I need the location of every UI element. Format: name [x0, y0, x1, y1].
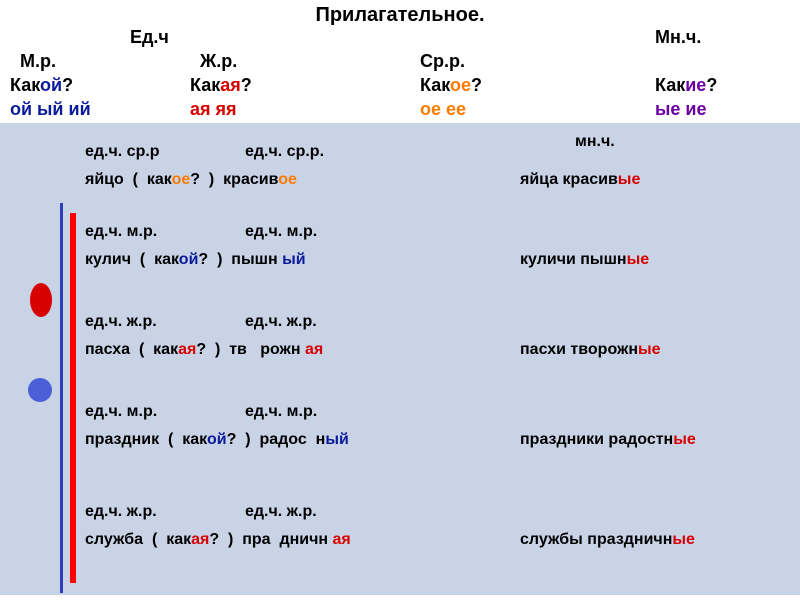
q-m: Какой? — [10, 75, 73, 96]
end-f: ая яя — [190, 99, 237, 120]
q-f: Какая? — [190, 75, 252, 96]
accent-bar-red — [70, 213, 76, 583]
example-plural: праздники радостные — [520, 431, 696, 449]
end-m: ой ый ий — [10, 99, 91, 120]
examples-section: мн.ч. ед.ч. ср.р ед.ч. ср.р. яйцо ( какое?… — [0, 123, 800, 595]
singular-label: Ед.ч — [130, 27, 169, 48]
header-section: Прилагательное. Ед.ч Мн.ч. М.р. Ж.р. Ср.… — [0, 0, 800, 123]
example-plural: куличи пышные — [520, 251, 649, 269]
example-left-label: ед.ч. ж.р. — [85, 313, 157, 331]
q-pl: Какие? — [655, 75, 717, 96]
example-right-label: ед.ч. м.р. — [245, 223, 317, 241]
example-plural: пасхи творожные — [520, 341, 661, 359]
example-right-label: ед.ч. ср.р. — [245, 143, 324, 161]
example-expression: служба ( какая? ) пра дничн ая — [85, 531, 351, 549]
question-row: Какой? Какая? Какое? Какие? — [0, 75, 800, 99]
gender-row: М.р. Ж.р. Ср.р. — [0, 51, 800, 75]
example-right-label: ед.ч. ж.р. — [245, 313, 317, 331]
example-plural: яйца красивые — [520, 171, 640, 189]
example-right-label: ед.ч. м.р. — [245, 403, 317, 421]
end-n: ое ее — [420, 99, 466, 120]
example-expression: яйцо ( какое? ) красивое — [85, 171, 297, 189]
plural-section-label: мн.ч. — [575, 133, 615, 151]
example-left-label: ед.ч. м.р. — [85, 223, 157, 241]
example-expression: праздник ( какой? ) радос ный — [85, 431, 349, 449]
example-expression: кулич ( какой? ) пышн ый — [85, 251, 306, 269]
plural-label: Мн.ч. — [655, 27, 701, 48]
blue-oval-icon — [28, 378, 52, 402]
gender-f: Ж.р. — [200, 51, 237, 72]
gender-m: М.р. — [20, 51, 56, 72]
example-plural: службы праздничные — [520, 531, 695, 549]
endings-row: ой ый ий ая яя ое ее ые ие — [0, 99, 800, 123]
accent-bar-blue — [60, 203, 63, 593]
example-expression: пасха ( какая? ) тв рожн ая — [85, 341, 323, 359]
number-row: Ед.ч Мн.ч. — [0, 27, 800, 51]
example-left-label: ед.ч. ж.р. — [85, 503, 157, 521]
example-left-label: ед.ч. м.р. — [85, 403, 157, 421]
example-left-label: ед.ч. ср.р — [85, 143, 160, 161]
gender-n: Ср.р. — [420, 51, 465, 72]
example-right-label: ед.ч. ж.р. — [245, 503, 317, 521]
end-pl: ые ие — [655, 99, 706, 120]
red-oval-icon — [30, 283, 52, 317]
q-n: Какое? — [420, 75, 482, 96]
page-title: Прилагательное. — [0, 0, 800, 27]
